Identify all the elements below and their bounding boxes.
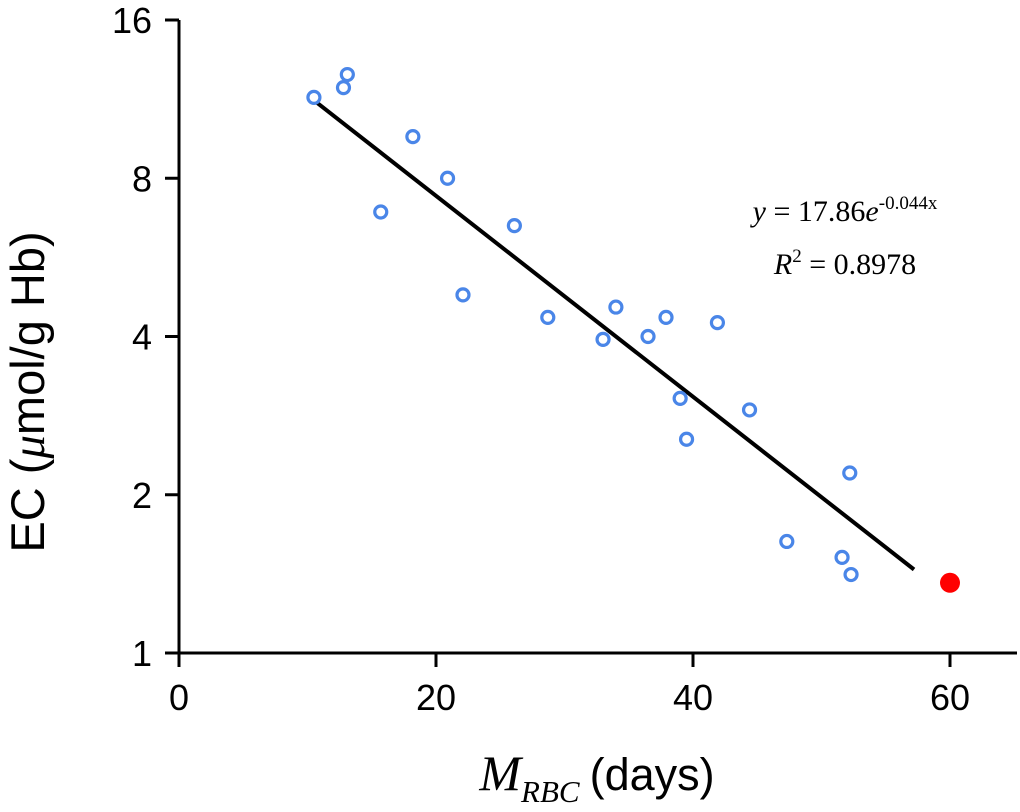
data-point [672, 390, 688, 407]
data-point [709, 315, 726, 331]
data-point [834, 549, 850, 566]
y-axis-label: EC (μmol/g Hb) [1, 231, 55, 552]
x-tick-label: 0 [169, 677, 189, 718]
data-point [658, 309, 674, 325]
x-axis-label: MRBC (days) [478, 745, 714, 809]
fit-layer [310, 96, 916, 572]
data-point [455, 287, 471, 303]
ticks-layer: 1 2 4 8 16 0 20 40 60 [112, 0, 970, 718]
data-point [373, 204, 389, 220]
y-tick-label: 16 [112, 0, 152, 41]
data-point [842, 465, 858, 481]
data-point [339, 66, 355, 83]
highlighted-point [940, 572, 960, 593]
x-tick-label: 40 [673, 677, 713, 718]
data-point [306, 89, 322, 105]
r-squared: R2 = 0.8978 [773, 246, 916, 281]
data-point [678, 431, 695, 447]
x-tick-label: 60 [930, 677, 970, 718]
data-point [335, 79, 352, 96]
data-point [640, 328, 656, 345]
fit-equation: y = 17.86e-0.044x [750, 193, 938, 228]
data-point [608, 299, 624, 315]
data-point [439, 170, 456, 186]
trend-line [310, 96, 916, 572]
data-point [405, 129, 421, 145]
x-tick-label: 20 [416, 677, 456, 718]
data-point [843, 566, 859, 583]
y-tick-label: 8 [132, 158, 152, 199]
data-point [595, 331, 611, 347]
points-layer [306, 66, 960, 593]
data-point [741, 402, 758, 418]
data-point [779, 533, 795, 550]
y-tick-label: 2 [132, 475, 152, 516]
y-tick-label: 1 [132, 633, 152, 674]
data-point [506, 218, 522, 234]
data-point [540, 309, 556, 325]
y-tick-label: 4 [132, 317, 152, 358]
